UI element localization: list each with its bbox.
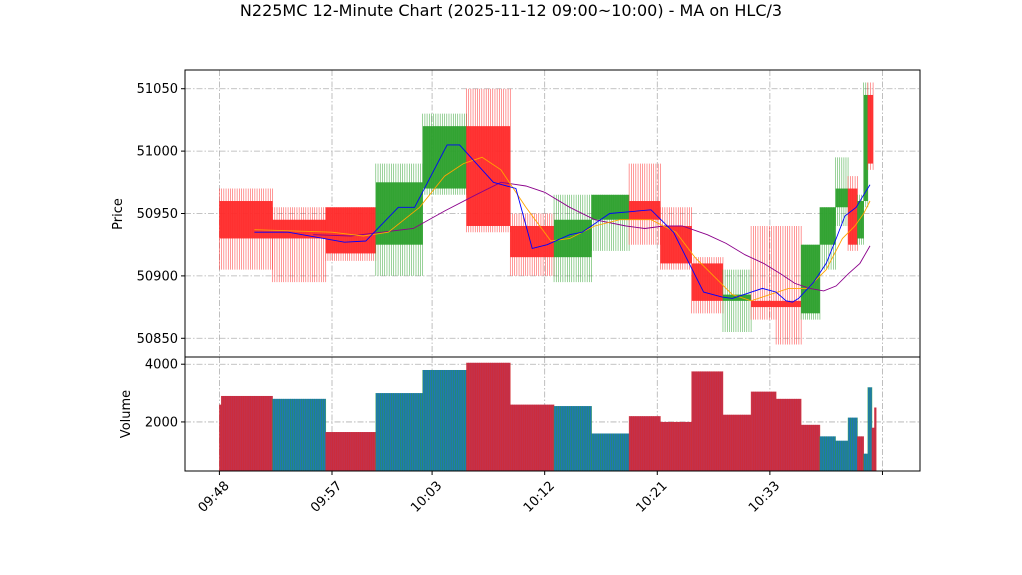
price-candles <box>219 82 874 345</box>
candle-body <box>863 94 868 202</box>
volume-bar <box>751 391 777 471</box>
candle-body <box>776 300 802 308</box>
candle-body <box>819 207 836 245</box>
candle-body <box>867 94 874 164</box>
candle-up <box>375 163 424 276</box>
volume-bar <box>221 395 273 471</box>
candle-down <box>660 207 692 270</box>
volume-bar-up <box>591 433 630 471</box>
volume-bar-down <box>509 404 555 471</box>
price-grid <box>185 70 920 357</box>
candle-down <box>691 257 724 314</box>
volume-plot-frame <box>184 356 921 472</box>
volume-bar-up <box>835 440 849 471</box>
volume-bar-up <box>272 398 327 471</box>
volume-bar-down <box>750 391 777 471</box>
volume-bar-down <box>628 416 661 471</box>
candle-down <box>272 207 327 283</box>
volume-bar-down <box>857 436 865 471</box>
volume-panel: 2000 4000 Volume <box>119 356 921 472</box>
volume-bar <box>871 427 875 471</box>
volume-bar-down <box>775 398 802 471</box>
candle-body <box>591 194 630 220</box>
price-y-tick-label: 51050 <box>137 82 178 97</box>
volume-y-tick-label: 2000 <box>145 415 178 430</box>
candle-down <box>750 225 777 320</box>
candle-body <box>722 294 752 301</box>
ma-fast-line <box>254 144 871 303</box>
candle-up <box>857 194 865 245</box>
price-y-axis-label: Price <box>111 198 126 230</box>
candle-up <box>800 244 821 320</box>
candle-body <box>466 126 511 226</box>
price-panel: 50850 50900 50950 51000 51050 Price <box>111 69 921 358</box>
volume-bar <box>874 407 877 471</box>
volume-bar <box>722 414 752 471</box>
candle-body <box>835 188 849 208</box>
candle-down <box>219 188 273 270</box>
candle-body <box>801 244 820 314</box>
volume-y-tick-label: 4000 <box>145 358 178 373</box>
volume-bar-down <box>874 407 877 471</box>
candle-body <box>660 225 692 264</box>
volume-bar-up <box>553 406 592 471</box>
volume-bar <box>591 433 630 471</box>
volume-bar-down <box>871 427 875 471</box>
volume-bar-down <box>800 424 821 471</box>
volume-bar-down <box>325 432 377 471</box>
candle-body <box>375 182 423 245</box>
candle-down <box>867 82 874 170</box>
volume-bar <box>325 432 376 471</box>
volume-bar-up <box>867 387 873 471</box>
ma-mid-line <box>254 156 871 302</box>
price-y-tick-label: 50950 <box>137 207 178 222</box>
candle-up <box>553 194 592 283</box>
candle-body <box>272 219 326 239</box>
volume-bar-down <box>691 371 724 471</box>
volume-bar-down <box>220 395 273 471</box>
candle-down <box>628 163 661 245</box>
candle-down <box>509 213 555 276</box>
volume-bar-up <box>819 436 836 471</box>
chart-title: N225MC 12-Minute Chart (2025-11-12 09:00… <box>240 1 782 20</box>
volume-bar <box>219 404 222 471</box>
volume-bar-down <box>722 414 752 471</box>
volume-bar-up <box>422 369 467 471</box>
candle-body <box>857 201 864 239</box>
price-y-tick-label: 51000 <box>137 145 178 160</box>
volume-bar-up <box>375 393 424 471</box>
volume-bar <box>857 436 864 471</box>
volume-y-axis-label: Volume <box>119 390 134 438</box>
candle-up <box>835 157 849 226</box>
price-y-tick-label: 50850 <box>137 332 178 347</box>
volume-bar-down <box>660 421 692 471</box>
volume-bar <box>819 436 836 471</box>
candle-down <box>466 88 511 233</box>
candle-body <box>219 201 273 239</box>
candle-up <box>722 269 752 333</box>
candle-body <box>510 225 555 258</box>
volume-bars <box>219 362 877 471</box>
volume-bar <box>776 398 802 471</box>
volume-bar <box>554 406 592 471</box>
candle-body <box>848 188 858 245</box>
candle-body <box>554 219 592 258</box>
moving-averages <box>254 144 871 303</box>
candle-up <box>422 113 467 195</box>
volume-bar-up <box>863 453 869 471</box>
price-y-axis: 50850 50900 50950 51000 51050 <box>137 82 185 347</box>
volume-y-axis: 2000 4000 <box>145 358 185 430</box>
volume-bar-up <box>847 417 858 471</box>
price-y-tick-label: 50900 <box>137 269 178 284</box>
volume-bar <box>801 424 820 471</box>
candle-body <box>325 207 376 254</box>
volume-bar-down <box>466 362 511 471</box>
candle-down <box>325 207 377 261</box>
candle-body <box>751 300 777 308</box>
volume-bar <box>375 393 423 471</box>
